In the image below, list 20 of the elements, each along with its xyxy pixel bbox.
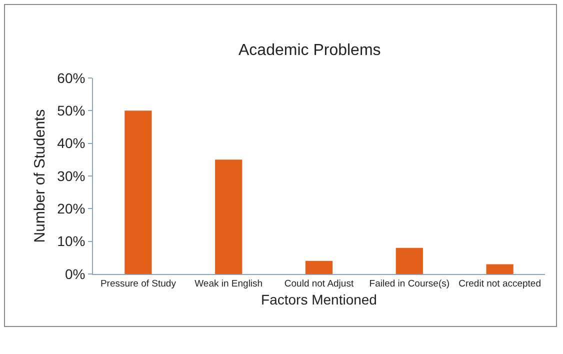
y-tick-label: 60% bbox=[57, 70, 86, 86]
bar bbox=[215, 160, 242, 274]
y-tick-label: 30% bbox=[57, 168, 86, 184]
x-tick-label: Failed in Course(s) bbox=[369, 278, 450, 290]
x-tick-label: Could not Adjust bbox=[284, 278, 354, 290]
x-tick-label: Pressure of Study bbox=[100, 278, 176, 290]
bar bbox=[486, 264, 514, 274]
y-tick-label: 40% bbox=[57, 135, 86, 152]
bar bbox=[124, 110, 152, 274]
y-tick-label: 10% bbox=[57, 233, 86, 250]
x-axis-title: Factors Mentioned bbox=[261, 292, 377, 308]
bar bbox=[396, 248, 423, 274]
x-tick-label: Weak in English bbox=[194, 278, 263, 290]
y-tick-label: 20% bbox=[57, 200, 86, 217]
y-axis-title: Number of Students bbox=[31, 109, 48, 243]
bar bbox=[305, 260, 333, 274]
chart-title: Academic Problems bbox=[238, 42, 381, 60]
x-tick-label: Credit not accepted bbox=[458, 278, 541, 290]
y-tick-label: 0% bbox=[64, 266, 86, 282]
y-tick-label: 50% bbox=[57, 102, 86, 119]
